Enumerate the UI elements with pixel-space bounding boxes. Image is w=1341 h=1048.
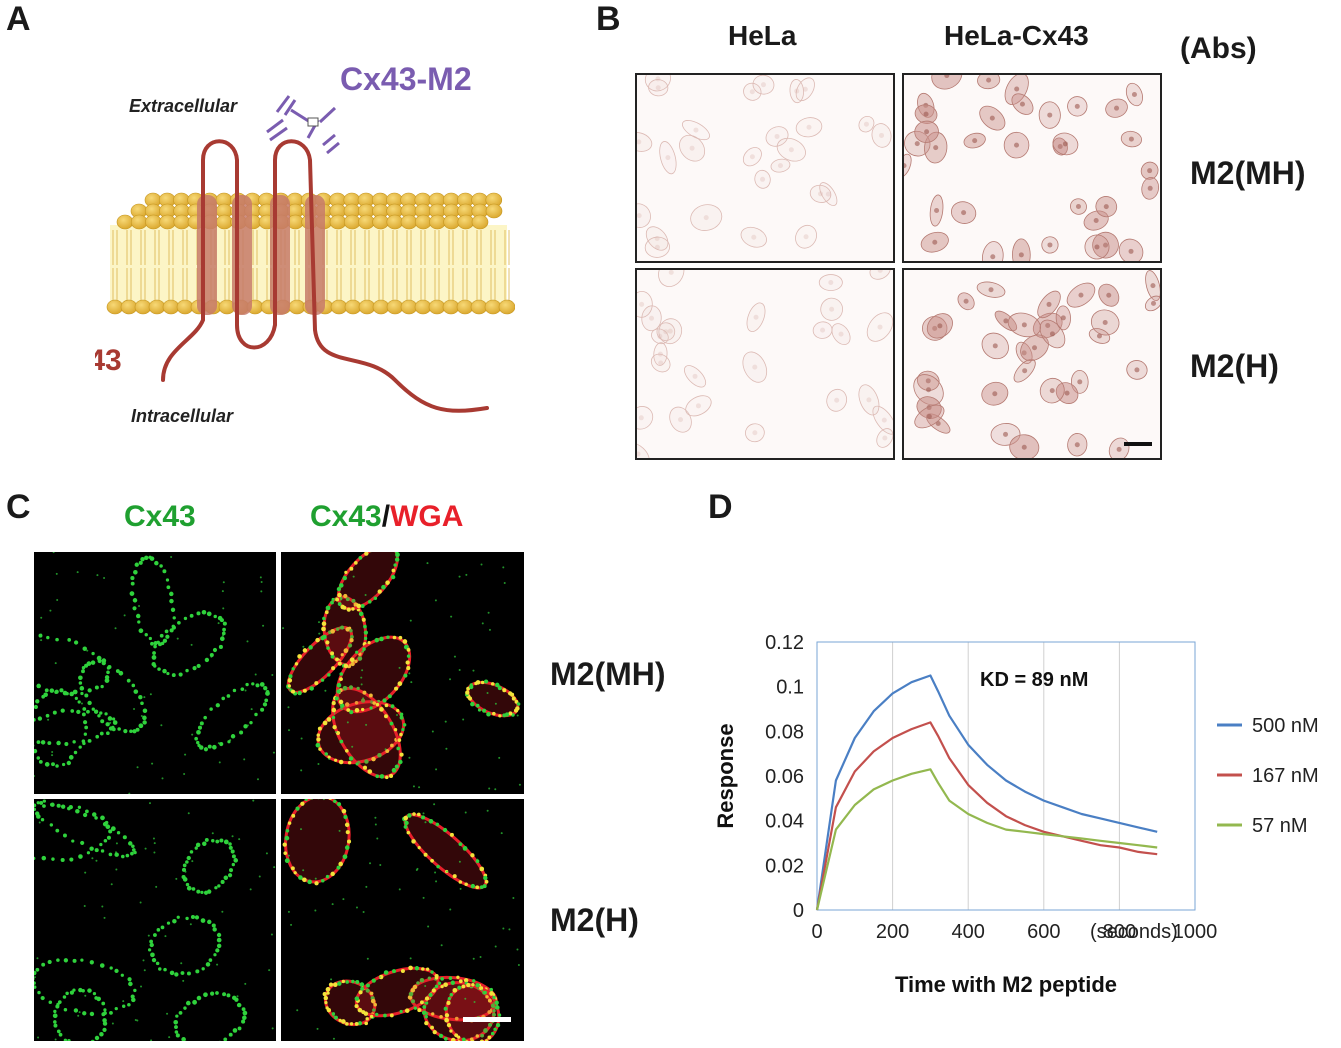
x-tick-label: 800: [1103, 921, 1136, 943]
micrograph-hela-mh: [635, 73, 895, 263]
x-axis-title: Time with M2 peptide: [895, 972, 1117, 997]
panel-c-label: C: [6, 488, 31, 526]
cx43-protein-label: Cx43: [95, 344, 122, 377]
x-tick-label: 400: [952, 921, 985, 943]
row-label-b-h: M2(H): [1190, 348, 1279, 384]
scale-bar: [1124, 442, 1152, 446]
col-label-merge: Cx43/WGA: [310, 500, 463, 534]
series-line-500-nm: [815, 674, 1158, 911]
abs-label: (Abs): [1180, 32, 1257, 65]
x-tick-label: 1000: [1173, 921, 1218, 943]
merge-red-label: WGA: [390, 500, 464, 533]
micrograph-hela-cx43-h: [902, 268, 1162, 460]
membrane-diagram: Extracellular Intracellular Cx43-M2 Cx43: [95, 61, 515, 426]
y-axis-title: Response: [713, 723, 738, 828]
legend-label: 57 nM: [1252, 815, 1308, 837]
col-label-hela: HeLa: [728, 20, 797, 51]
y-tick-label: 0.02: [765, 855, 804, 877]
fluor-merge-mh: [281, 552, 524, 794]
kinetics-chart: 0 0.02 0.04 0.06 0.08 0.1 0.12 0 200 400 600 800 10…: [713, 632, 1319, 997]
antibody-label: Cx43-M2: [340, 61, 472, 97]
col-label-cx43: Cx43: [124, 500, 196, 533]
micrograph-hela-h: [635, 268, 895, 460]
legend-label: 167 nM: [1252, 765, 1319, 787]
chart-legend: 500 nM 167 nM 57 nM: [1217, 715, 1319, 837]
y-tick-label: 0.12: [765, 632, 804, 654]
series-line-57-nm: [815, 768, 1158, 911]
row-label-c-h: M2(H): [550, 902, 639, 938]
kd-annotation: KD = 89 nM: [980, 669, 1088, 691]
scale-bar: [463, 1017, 511, 1022]
plot-area-border: [816, 641, 1196, 911]
fluor-merge-h: [281, 799, 524, 1041]
x-tick-label: 200: [876, 921, 909, 943]
cx43-protein-chain: [161, 139, 489, 413]
y-tick-label: 0: [793, 900, 804, 922]
merge-green-label: Cx43: [310, 500, 382, 533]
y-tick-label: 0.04: [765, 811, 804, 833]
merge-separator: /: [381, 500, 391, 533]
antibody-icon: [266, 95, 340, 155]
extracellular-label: Extracellular: [129, 96, 238, 116]
y-tick-label: 0.1: [776, 677, 804, 699]
y-tick-label: 0.08: [765, 721, 804, 743]
row-label-b-mh: M2(MH): [1190, 155, 1306, 191]
x-tick-label: 600: [1027, 921, 1060, 943]
fluor-cx43-h: [34, 799, 276, 1041]
x-tick-label: 0: [811, 921, 822, 943]
series-line-167-nm: [815, 721, 1158, 911]
panel-d-label: D: [708, 488, 733, 526]
legend-label: 500 nM: [1252, 715, 1319, 737]
micrograph-hela-cx43-mh: [902, 73, 1162, 263]
panel-a-label: A: [6, 0, 31, 38]
row-label-c-mh: M2(MH): [550, 656, 666, 692]
intracellular-label: Intracellular: [131, 406, 234, 426]
y-tick-label: 0.06: [765, 766, 804, 788]
panel-b-label: B: [596, 0, 621, 38]
x-unit-label: (seconds): [1090, 921, 1178, 943]
fluor-cx43-mh: [34, 552, 276, 794]
col-label-hela-cx43: HeLa-Cx43: [944, 20, 1089, 51]
